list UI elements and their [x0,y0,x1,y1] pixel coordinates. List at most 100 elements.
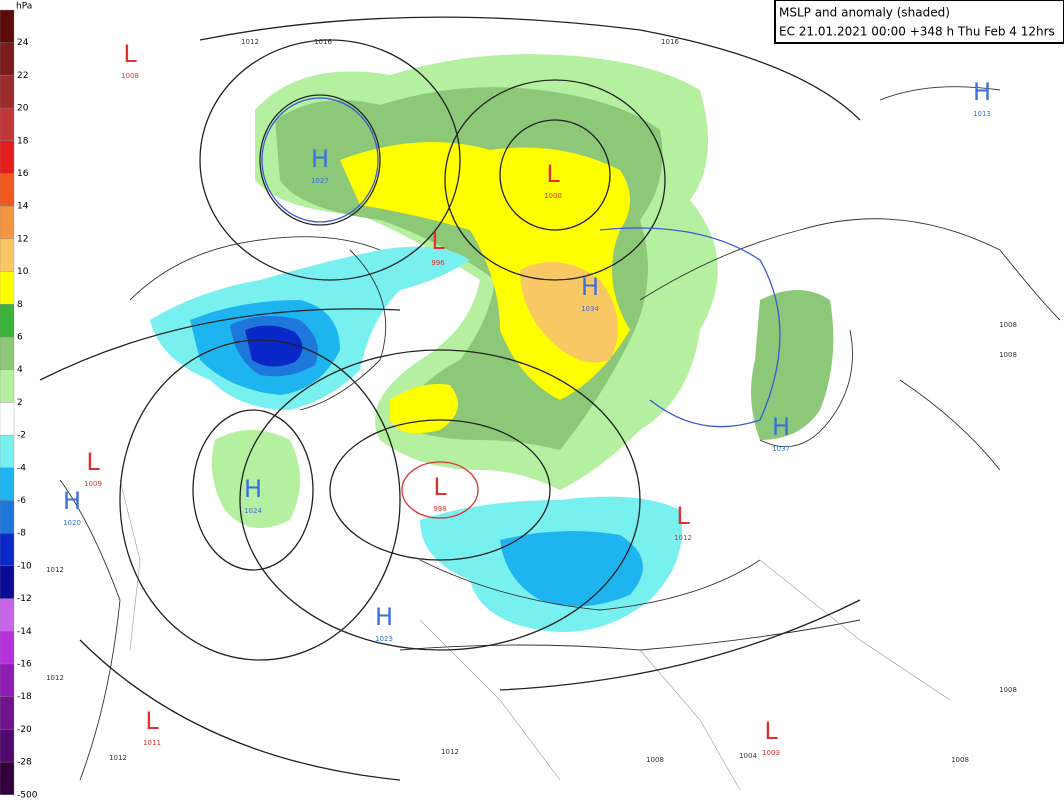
center-letter: H [772,413,790,441]
map-subtitle: EC 21.01.2021 00:00 +348 h Thu Feb 4 12h… [779,25,1055,39]
anomaly-area [211,430,300,528]
colorbar-swatch [0,533,15,567]
colorbar-swatch [0,304,15,338]
colorbar-swatch [0,75,15,109]
anomaly-area [751,290,834,440]
anomaly-area [520,262,618,363]
center-pressure: 1008 [121,72,139,80]
colorbar-swatch [0,336,15,370]
center-letter: L [764,717,778,745]
center-letter: H [973,78,991,106]
colorbar-label: -6 [17,496,26,506]
isobar [259,94,381,226]
center-pressure: 996 [431,259,445,267]
colorbar-swatch [0,238,15,272]
isobar [499,119,611,231]
center-pressure: 1009 [84,480,102,488]
colorbar-label: 12 [17,234,28,244]
center-pressure: 1013 [973,110,991,118]
isobar-label: 1012 [441,748,459,756]
coastline [759,86,1001,471]
colorbar-swatch [0,434,15,468]
center-letter: L [123,40,137,68]
center-letter: H [244,475,262,503]
anomaly-area [245,325,303,367]
center-pressure: 1020 [63,519,81,527]
center-letter: L [676,502,690,530]
map-title: MSLP and anomaly (shaded) [779,6,950,20]
isobar-label: 1004 [739,752,757,760]
colorbar-swatch [0,369,15,403]
isobar-label: 1016 [314,38,332,46]
colorbar-label: 8 [17,300,23,310]
center-letter: L [145,707,159,735]
colorbar-label: -12 [17,594,32,604]
coastlines [59,86,1061,791]
colorbar-swatch [0,9,15,43]
center-letter: H [581,273,599,301]
anomaly-shading [150,54,834,632]
colorbar-label: -2 [17,431,26,441]
center-pressure: 1034 [581,305,599,313]
isobar-label: 1008 [999,686,1017,694]
colorbar-swatch [0,206,15,240]
coastline [399,218,1061,651]
center-letter: H [311,145,329,173]
center-letter: H [63,487,81,515]
center-pressure: 1023 [375,635,393,643]
colorbar-swatch [0,500,15,534]
colorbar-label: -4 [17,463,26,473]
colorbar-swatch [0,696,15,730]
center-pressure: 1027 [311,177,329,185]
colorbar-label: 2 [17,398,23,408]
colorbar-label: 16 [17,169,29,179]
center-pressure: 1003 [762,749,780,757]
isobar-label: 1016 [661,38,679,46]
colorbar-label: 10 [17,267,29,277]
colorbar-swatch [0,107,15,141]
center-pressure: 1024 [244,507,262,515]
colorbar-swatch [0,729,15,763]
colorbar-swatch [0,631,15,665]
colorbar-label: -500 [17,790,38,800]
isobar-label: 1008 [951,756,969,764]
anomaly-area [390,384,458,434]
colorbar-swatch [0,467,15,501]
colorbar: hPa 24 22 20 18 16 14 12 10 8 6 4 2 -2 -4 -6 -8 -10 -12 -1… [0,2,38,800]
isobar [39,16,861,781]
colorbar-unit: hPa [16,2,32,12]
isobar [119,339,401,661]
isobar [444,79,666,281]
colorbar-label: 14 [17,202,29,212]
colorbar-swatch [0,140,15,174]
isobar-label: 1012 [241,38,259,46]
colorbar-label: 24 [17,38,29,48]
center-letter: L [433,473,447,501]
colorbar-swatch [0,402,15,436]
colorbar-swatch [0,663,15,697]
isobar-label: 1012 [109,754,127,762]
center-letter: H [375,603,393,631]
isobar-label: 1008 [999,351,1017,359]
center-letter: L [86,448,100,476]
isobar [199,39,461,281]
colorbar-label: 22 [17,71,28,81]
center-letter: L [431,227,445,255]
center-pressure: 998 [433,505,446,513]
title-box: MSLP and anomaly (shaded) EC 21.01.2021 … [774,0,1064,44]
colorbar-label: -8 [17,529,26,539]
colorbar-label: -16 [17,660,32,670]
colorbar-label: 6 [17,333,23,343]
center-pressure: 1037 [772,445,790,453]
isobar [261,97,379,223]
title-frame [774,0,1064,44]
colorbar-swatch [0,42,15,76]
isobar [401,461,479,519]
center-pressure: 1012 [674,534,692,542]
isobar-label: 1008 [646,756,664,764]
colorbar-label: -10 [17,561,32,571]
colorbar-label: 20 [17,104,29,114]
center-pressure: 1011 [143,739,161,747]
colorbar-swatch [0,598,15,632]
